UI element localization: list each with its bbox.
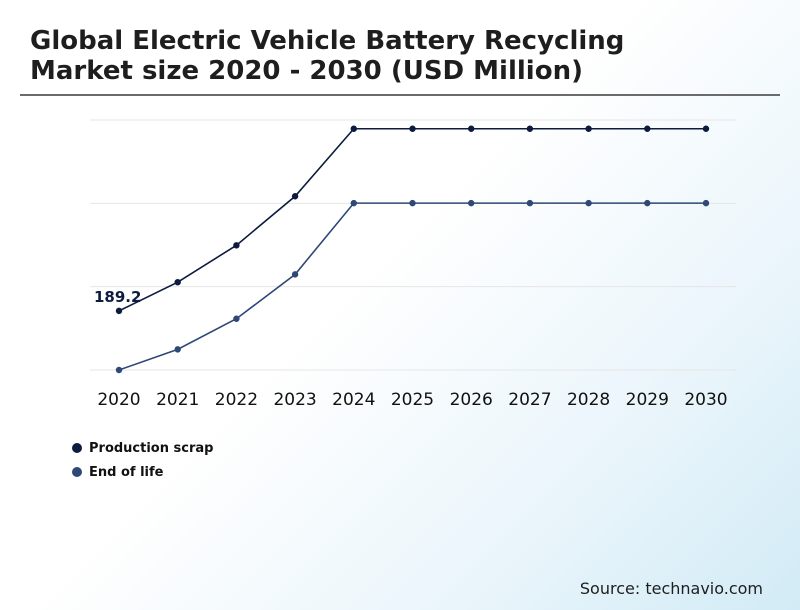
x-axis-ticks: 2020 2021 2022 2023 2024 2025 2026 2027 2028 2029… — [97, 390, 727, 410]
data-point — [233, 315, 240, 322]
source-text: Source: technavio.com — [579, 579, 763, 598]
x-tick-label: 2027 — [508, 390, 551, 410]
data-point — [350, 125, 357, 132]
data-point — [350, 199, 357, 207]
data-point — [174, 278, 181, 286]
data-point — [702, 199, 710, 207]
x-tick-label: 2029 — [626, 390, 669, 410]
data-point — [644, 125, 651, 132]
data-point — [174, 346, 181, 353]
data-point — [291, 271, 299, 278]
title-divider — [20, 94, 780, 96]
data-point — [409, 125, 416, 132]
legend-marker-icon — [72, 443, 82, 453]
line-chart: 2020 2021 2022 2023 2024 2025 2026 2027 2028 2029… — [90, 119, 736, 410]
x-tick-label: 2025 — [391, 390, 434, 410]
data-point — [115, 307, 123, 315]
x-tick-label: 2028 — [567, 390, 610, 410]
legend: Production scrap End of life — [72, 436, 213, 484]
data-labels: 189.2 — [94, 288, 141, 306]
data-point — [585, 199, 592, 207]
chart-title: Global Electric Vehicle Battery Recyclin… — [30, 26, 625, 86]
data-point — [526, 199, 534, 207]
legend-label: Production scrap — [89, 440, 214, 456]
data-point — [233, 242, 240, 249]
legend-label: End of life — [89, 464, 164, 480]
x-tick-label: 2026 — [450, 390, 493, 410]
data-point — [468, 125, 475, 132]
data-point — [115, 366, 123, 374]
legend-item-end-of-life: End of life — [72, 460, 213, 484]
data-point — [585, 125, 592, 132]
data-point — [644, 199, 651, 207]
x-tick-label: 2021 — [156, 390, 199, 410]
gridlines — [90, 119, 736, 371]
x-tick-label: 2024 — [332, 390, 375, 410]
data-point — [526, 125, 534, 132]
data-label: 189.2 — [94, 288, 141, 306]
legend-marker-icon — [72, 467, 82, 477]
data-point — [409, 199, 416, 207]
series-line-production-scrap — [118, 127, 706, 312]
x-tick-label: 2020 — [97, 390, 140, 410]
x-tick-label: 2030 — [684, 390, 727, 410]
data-point — [468, 199, 475, 207]
series-points — [115, 125, 710, 374]
x-tick-label: 2023 — [273, 390, 316, 410]
x-tick-label: 2022 — [215, 390, 258, 410]
legend-item-production-scrap: Production scrap — [72, 436, 213, 460]
data-point — [291, 193, 299, 200]
series-lines — [118, 127, 706, 371]
data-point — [702, 125, 710, 132]
